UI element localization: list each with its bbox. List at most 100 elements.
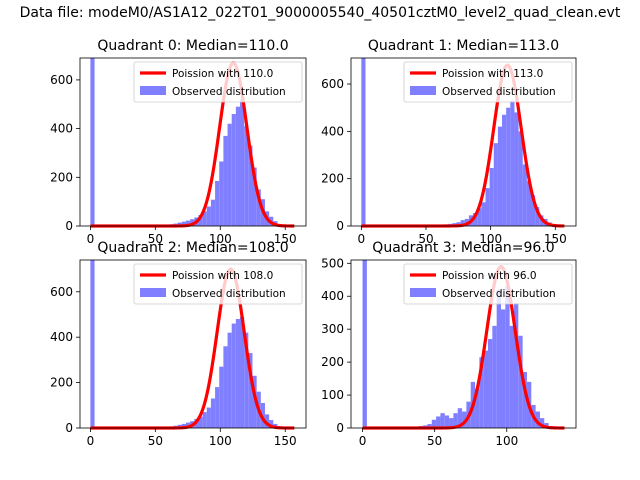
histogram-bar bbox=[522, 372, 527, 428]
histogram-bar bbox=[252, 375, 257, 428]
histogram-bar bbox=[231, 114, 236, 226]
histogram-bar bbox=[206, 407, 211, 428]
x-tick-label: 100 bbox=[209, 232, 232, 246]
y-tick-label: 0 bbox=[336, 421, 344, 435]
legend-poisson-label: Poission with 108.0 bbox=[172, 270, 273, 282]
histogram-bar bbox=[485, 188, 490, 226]
histogram-bar bbox=[198, 416, 203, 428]
x-tick-label: 150 bbox=[274, 232, 297, 246]
histogram-bar bbox=[462, 411, 467, 428]
x-tick-label: 0 bbox=[358, 232, 366, 246]
histogram-bar bbox=[493, 143, 498, 226]
histogram-bar bbox=[90, 58, 95, 226]
y-tick-label: 600 bbox=[50, 285, 73, 299]
histogram-bar bbox=[440, 413, 445, 428]
subplot-quadrant-0: 0 50 100 150 0 200 400 600 Quadrant 0: Median=11… bbox=[50, 38, 307, 246]
histogram-bar bbox=[535, 207, 540, 226]
y-tick-label: 400 bbox=[50, 122, 73, 136]
x-tick-label: 150 bbox=[544, 232, 567, 246]
legend-box bbox=[403, 263, 573, 305]
histogram-bar bbox=[240, 99, 245, 226]
x-tick-label: 0 bbox=[87, 232, 95, 246]
subplot-title: Quadrant 3: Median=96.0 bbox=[372, 240, 554, 256]
legend-observed-label: Observed distribution bbox=[442, 288, 556, 300]
y-tick-label: 200 bbox=[321, 355, 344, 369]
histogram-bar bbox=[501, 309, 506, 428]
histogram-bar bbox=[198, 215, 203, 226]
histogram-bar bbox=[510, 100, 515, 226]
histogram-bar bbox=[479, 357, 484, 428]
histogram-bar bbox=[227, 332, 232, 428]
histogram-bar bbox=[496, 289, 501, 428]
legend-observed-swatch bbox=[410, 86, 436, 95]
histogram-bar bbox=[206, 206, 211, 226]
histogram-bar bbox=[475, 388, 480, 428]
histogram-bar bbox=[202, 211, 207, 226]
histogram-bar bbox=[531, 195, 536, 226]
histogram-bar bbox=[231, 323, 236, 428]
y-tick-label: 300 bbox=[321, 322, 344, 336]
histogram-bar bbox=[473, 212, 478, 226]
histogram-bar bbox=[210, 398, 216, 428]
axes-frame bbox=[79, 57, 307, 227]
histogram-bar bbox=[444, 415, 450, 428]
axes-frame bbox=[350, 57, 577, 227]
histogram-bar bbox=[219, 366, 224, 428]
histogram-bar bbox=[177, 222, 182, 226]
histogram-bar bbox=[460, 220, 465, 226]
histogram-bar bbox=[457, 408, 463, 428]
histogram-bar bbox=[477, 208, 482, 226]
x-tick-label: 150 bbox=[274, 434, 297, 448]
x-tick-label: 50 bbox=[427, 434, 442, 448]
histogram-bar bbox=[431, 419, 437, 428]
legend-observed-label: Observed distribution bbox=[172, 86, 286, 98]
histogram-bar bbox=[535, 411, 540, 428]
histogram-bar bbox=[449, 418, 454, 428]
axes-frame bbox=[79, 259, 307, 429]
y-tick-label: 0 bbox=[65, 219, 73, 233]
figure-suptitle: Data file: modeM0/AS1A12_022T01_90000055… bbox=[19, 5, 621, 21]
legend-observed-label: Observed distribution bbox=[442, 86, 556, 98]
histogram-bar bbox=[506, 107, 511, 226]
histogram-bar bbox=[210, 199, 216, 226]
histogram-bar bbox=[427, 424, 432, 428]
histogram-bar bbox=[90, 260, 95, 428]
legend-poisson-label: Poission with 113.0 bbox=[442, 68, 543, 80]
x-tick-label: 0 bbox=[87, 434, 95, 448]
histogram-bar bbox=[488, 339, 493, 428]
x-tick-label: 0 bbox=[359, 434, 367, 448]
histogram-bar bbox=[497, 126, 503, 226]
histogram-bar bbox=[223, 135, 228, 226]
histogram-bar bbox=[539, 418, 545, 428]
histogram-bar bbox=[227, 123, 232, 226]
subplot-quadrant-3: 0 50 100 0 100 200 300 400 500 Quadrant 3: Median… bbox=[321, 240, 577, 448]
histogram-bar bbox=[453, 413, 458, 428]
y-tick-label: 400 bbox=[321, 124, 344, 138]
y-tick-label: 0 bbox=[336, 219, 344, 233]
y-tick-label: 0 bbox=[65, 421, 73, 435]
histogram-bar bbox=[513, 302, 519, 428]
legend-box bbox=[403, 61, 573, 103]
histogram-bar bbox=[361, 58, 366, 226]
histogram-bar bbox=[248, 145, 253, 226]
y-tick-label: 600 bbox=[50, 73, 73, 87]
histogram-bar bbox=[505, 286, 510, 428]
subplot-title: Quadrant 0: Median=110.0 bbox=[97, 38, 288, 54]
legend-box bbox=[133, 61, 303, 103]
x-tick-label: 50 bbox=[148, 232, 163, 246]
histogram-bar bbox=[223, 346, 228, 428]
histogram-bar bbox=[526, 181, 531, 226]
legend-observed-swatch bbox=[140, 86, 166, 95]
y-tick-label: 400 bbox=[50, 330, 73, 344]
legend-observed-swatch bbox=[410, 288, 436, 297]
histogram-bar bbox=[509, 325, 514, 428]
histogram-bar bbox=[244, 332, 249, 428]
y-tick-label: 200 bbox=[50, 170, 73, 184]
histogram-bar bbox=[502, 114, 507, 226]
histogram-bar bbox=[481, 202, 486, 226]
legend-box bbox=[133, 263, 303, 305]
histogram-bar bbox=[235, 319, 241, 428]
histogram-bar bbox=[219, 161, 224, 226]
histogram-bar bbox=[215, 387, 220, 428]
